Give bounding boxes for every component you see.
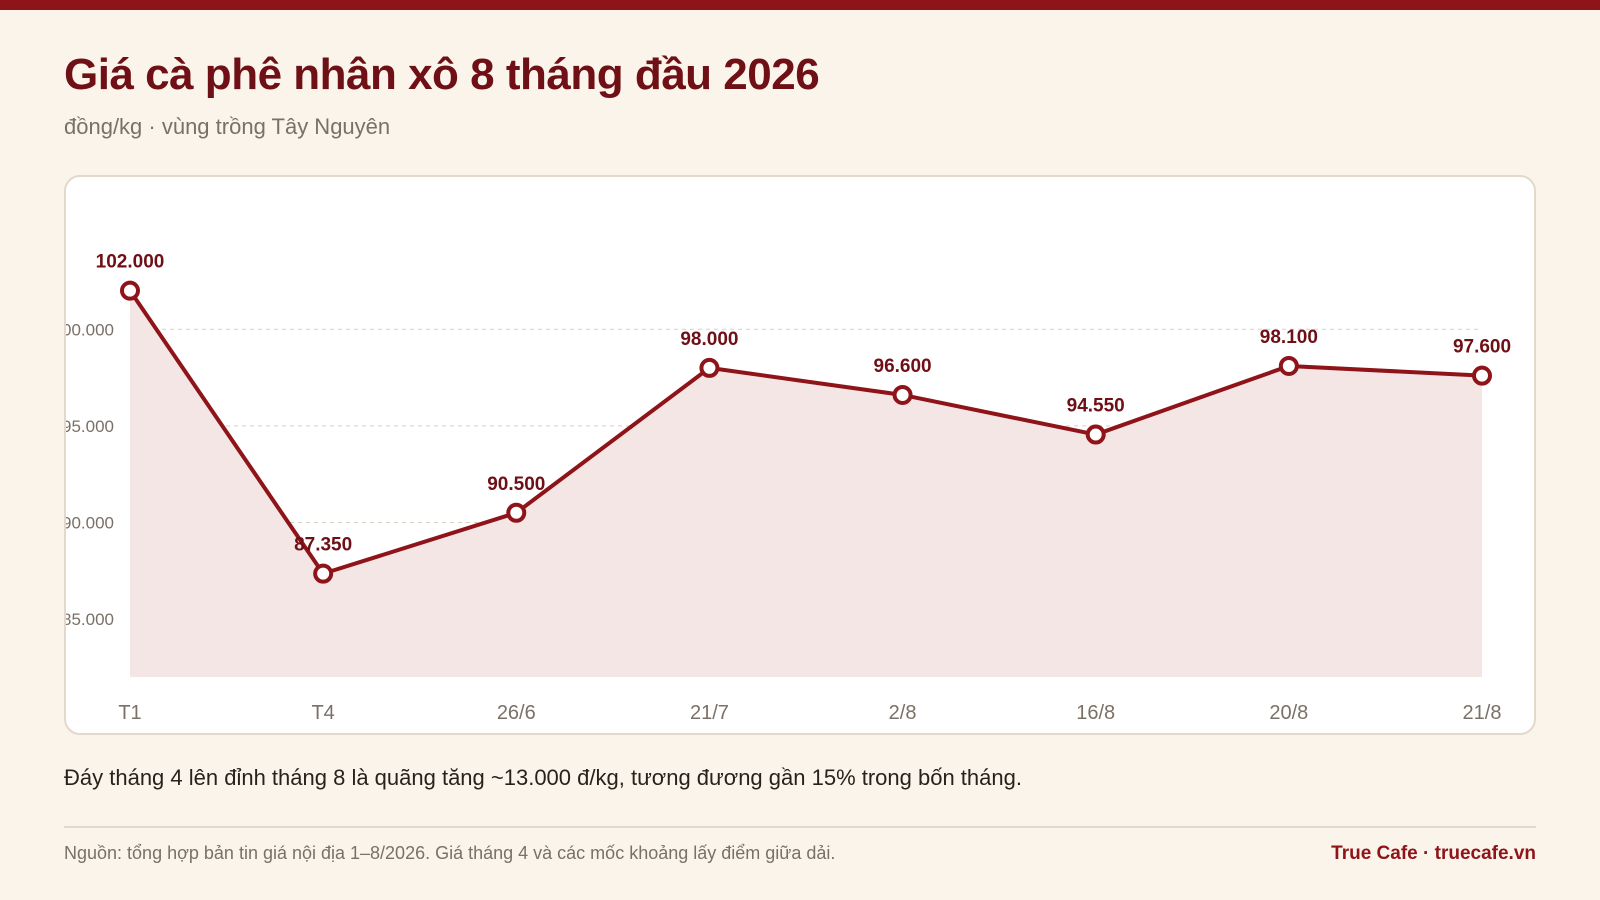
- x-tick-label: 26/6: [497, 702, 536, 724]
- data-point: [892, 384, 913, 405]
- data-label: 102.000: [96, 252, 165, 273]
- footer-divider: [64, 826, 1536, 828]
- x-tick-label: 20/8: [1269, 702, 1308, 724]
- data-label: 98.000: [680, 329, 738, 350]
- chart-caption: Đáy tháng 4 lên đỉnh tháng 8 là quãng tă…: [64, 765, 1022, 790]
- source-note: Nguồn: tổng hợp bản tin giá nội địa 1–8/…: [64, 843, 836, 863]
- data-label: 98.100: [1260, 327, 1318, 348]
- data-point: [506, 502, 527, 523]
- top-accent-bar: [0, 0, 1600, 10]
- x-tick-label: 2/8: [889, 702, 917, 724]
- data-label: 87.350: [294, 535, 352, 556]
- x-tick-label: 16/8: [1076, 702, 1115, 724]
- chart-title: Giá cà phê nhân xô 8 tháng đầu 2026: [64, 50, 820, 99]
- x-tick-label: T1: [118, 702, 141, 724]
- chart-subtitle: đồng/kg · vùng trồng Tây Nguyên: [64, 114, 391, 139]
- y-tick-label: 90.000: [66, 513, 114, 532]
- chart-card: 85.000 90.000 95.000 100.000 T1 T4 26/6 21/7 2/8…: [64, 175, 1536, 735]
- data-point: [1085, 424, 1106, 445]
- line-chart: 85.000 90.000 95.000 100.000 T1 T4 26/6 21/7 2/8…: [66, 252, 1511, 724]
- data-point: [120, 280, 140, 301]
- x-tick-label: 21/7: [690, 702, 729, 724]
- y-tick-label: 85.000: [66, 610, 114, 629]
- data-point: [1278, 355, 1299, 376]
- data-point: [313, 563, 334, 584]
- area-fill: [130, 290, 1482, 677]
- data-point: [1472, 365, 1492, 386]
- data-label: 96.600: [874, 356, 932, 377]
- y-tick-label: 100.000: [66, 320, 114, 339]
- x-tick-label: 21/8: [1463, 702, 1502, 724]
- data-label: 97.600: [1453, 337, 1511, 358]
- data-label: 94.550: [1067, 396, 1125, 417]
- x-tick-label: T4: [311, 702, 334, 724]
- brand-credit: True Cafe · truecafe.vn: [1331, 843, 1536, 864]
- y-tick-label: 95.000: [66, 417, 114, 436]
- series-line: [128, 289, 1483, 576]
- data-point: [699, 357, 720, 378]
- data-label: 90.500: [487, 474, 545, 495]
